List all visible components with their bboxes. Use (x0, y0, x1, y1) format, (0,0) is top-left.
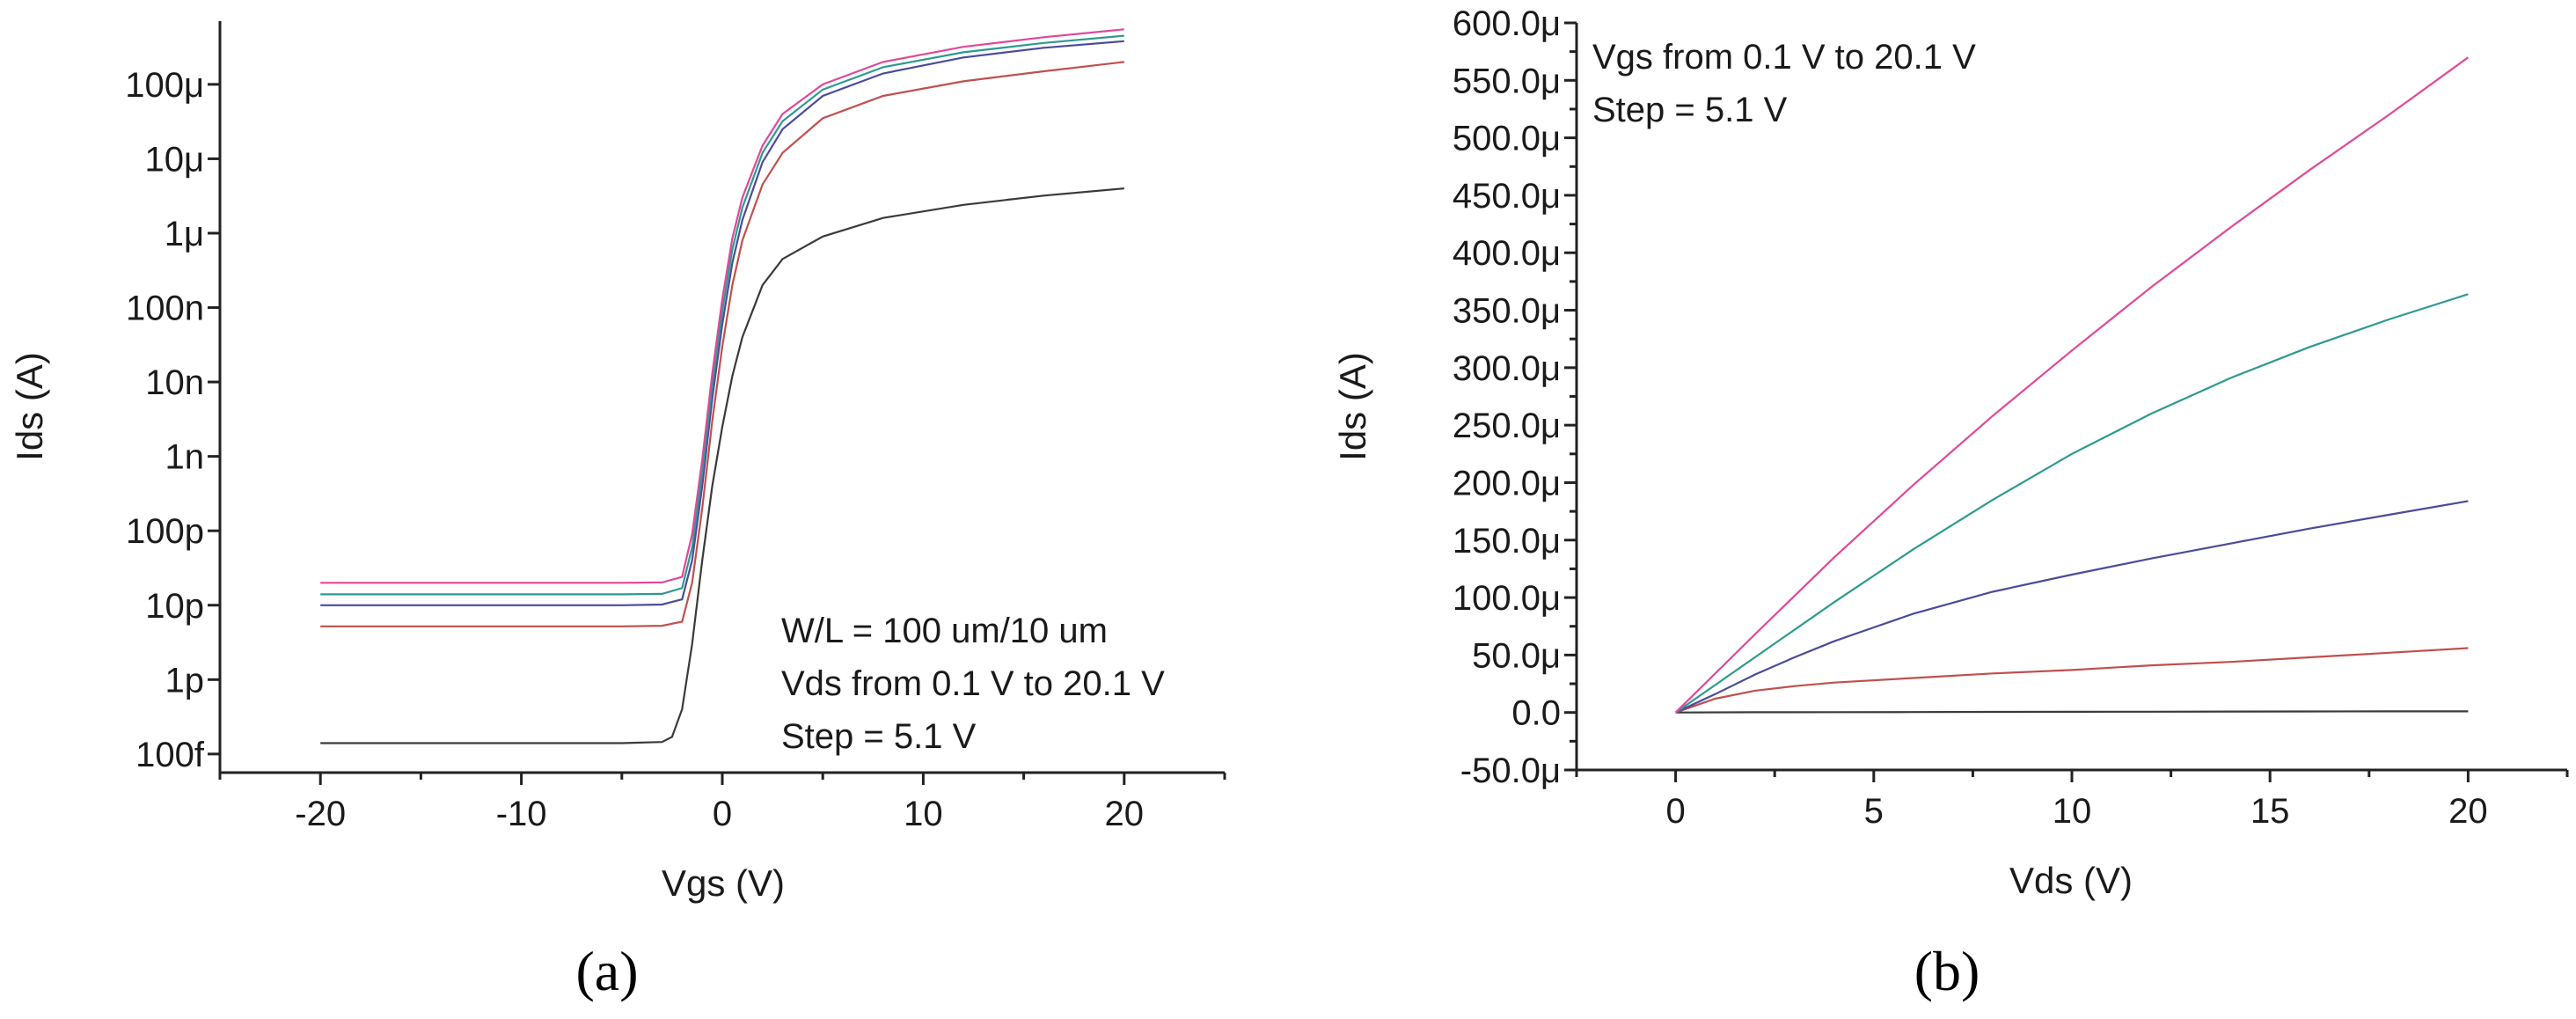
y-tick-label: -50.0μ (1460, 751, 1561, 790)
panel-a-annotation-wl: W/L = 100 um/10 um (781, 612, 1108, 650)
panel-b-y-tick-labels: -50.0μ 0.0 50.0μ 100.0μ 150.0μ 200.0μ 250.0μ 30… (1453, 4, 1561, 790)
series-line (320, 40, 1124, 606)
series-line (1674, 293, 2469, 714)
y-tick-label: 200.0μ (1453, 464, 1561, 502)
y-tick-label: 100n (126, 290, 204, 328)
panel-b: 0 5 10 15 20 -50.0μ 0.0 50.0μ 100.0μ 150.0μ 200.0… (1332, 4, 2569, 1002)
y-tick-label: 0.0 (1511, 694, 1561, 733)
panel-b-series-group (1674, 56, 2470, 714)
x-tick-label: 10 (904, 795, 943, 833)
series-line (1674, 56, 2470, 714)
y-tick-label: 500.0μ (1453, 120, 1561, 158)
panel-a-y-axis-title: Ids (A) (9, 352, 50, 461)
y-tick-label: 100f (135, 736, 205, 774)
y-tick-label: 10p (145, 587, 204, 626)
panel-a-x-axis-title: Vgs (V) (662, 862, 785, 904)
y-tick-label: 350.0μ (1453, 292, 1561, 331)
y-tick-label: 250.0μ (1453, 407, 1561, 445)
x-tick-label: -10 (496, 795, 547, 833)
panel-b-label: (b) (1914, 940, 1980, 1002)
panel-a-series-group (320, 28, 1124, 744)
y-tick-label: 400.0μ (1453, 234, 1561, 273)
x-tick-label: 20 (2448, 792, 2488, 831)
y-tick-label: 10n (145, 363, 204, 402)
series-line (320, 34, 1124, 596)
panel-b-x-axis-title: Vds (V) (2009, 860, 2133, 901)
x-tick-label: 0 (713, 795, 732, 833)
x-tick-label: 20 (1105, 795, 1145, 833)
y-tick-label: 100μ (125, 66, 204, 105)
panel-a: -20 -10 0 10 20 100f1p10p100p1n10n100n1μ10μ1… (9, 21, 1226, 1002)
y-tick-label: 50.0μ (1472, 636, 1561, 675)
series-line (1675, 500, 2469, 714)
y-tick-label: 300.0μ (1453, 349, 1561, 388)
y-tick-label: 100p (126, 512, 204, 551)
series-line (320, 61, 1124, 627)
x-tick-label: 10 (2053, 792, 2092, 831)
panel-a-label: (a) (575, 940, 638, 1002)
panel-b-axes (1575, 23, 2567, 772)
y-tick-label: 450.0μ (1453, 177, 1561, 216)
panel-a-annotation-vds: Vds from 0.1 V to 20.1 V (781, 664, 1165, 703)
panel-b-x-tick-labels: 0 5 10 15 20 (1665, 792, 2487, 831)
x-tick-label: 5 (1864, 792, 1884, 831)
x-tick-label: 0 (1665, 792, 1685, 831)
panel-b-annotation-vgs: Vgs from 0.1 V to 20.1 V (1592, 38, 1976, 77)
y-tick-label: 1n (165, 438, 205, 477)
series-line (1675, 647, 2469, 714)
panel-a-y-tick-labels: 100f 1p 10p 100p 1n 10n 100n 1μ 10μ 100μ (125, 66, 205, 774)
panel-a-ticks (208, 83, 1226, 785)
y-tick-label: 10μ (144, 140, 204, 179)
y-tick-label: 100.0μ (1453, 579, 1561, 618)
panel-b-ticks (1564, 21, 2569, 782)
y-tick-label: 1p (165, 661, 205, 700)
y-tick-label: 600.0μ (1453, 4, 1561, 43)
y-tick-label: 150.0μ (1453, 522, 1561, 561)
x-tick-label: 15 (2250, 792, 2290, 831)
panel-a-axes (218, 21, 1225, 774)
panel-a-x-tick-labels: -20 -10 0 10 20 (295, 795, 1144, 833)
panel-b-annotation-step: Step = 5.1 V (1592, 91, 1788, 129)
y-tick-label: 550.0μ (1453, 62, 1561, 100)
panel-b-y-axis-title: Ids (A) (1332, 352, 1373, 461)
x-tick-label: -20 (295, 795, 346, 833)
series-line (1675, 710, 2469, 714)
panel-a-annotation-step: Step = 5.1 V (781, 717, 977, 756)
y-tick-label: 1μ (165, 215, 204, 253)
series-line (320, 28, 1124, 584)
series-line (320, 187, 1124, 744)
